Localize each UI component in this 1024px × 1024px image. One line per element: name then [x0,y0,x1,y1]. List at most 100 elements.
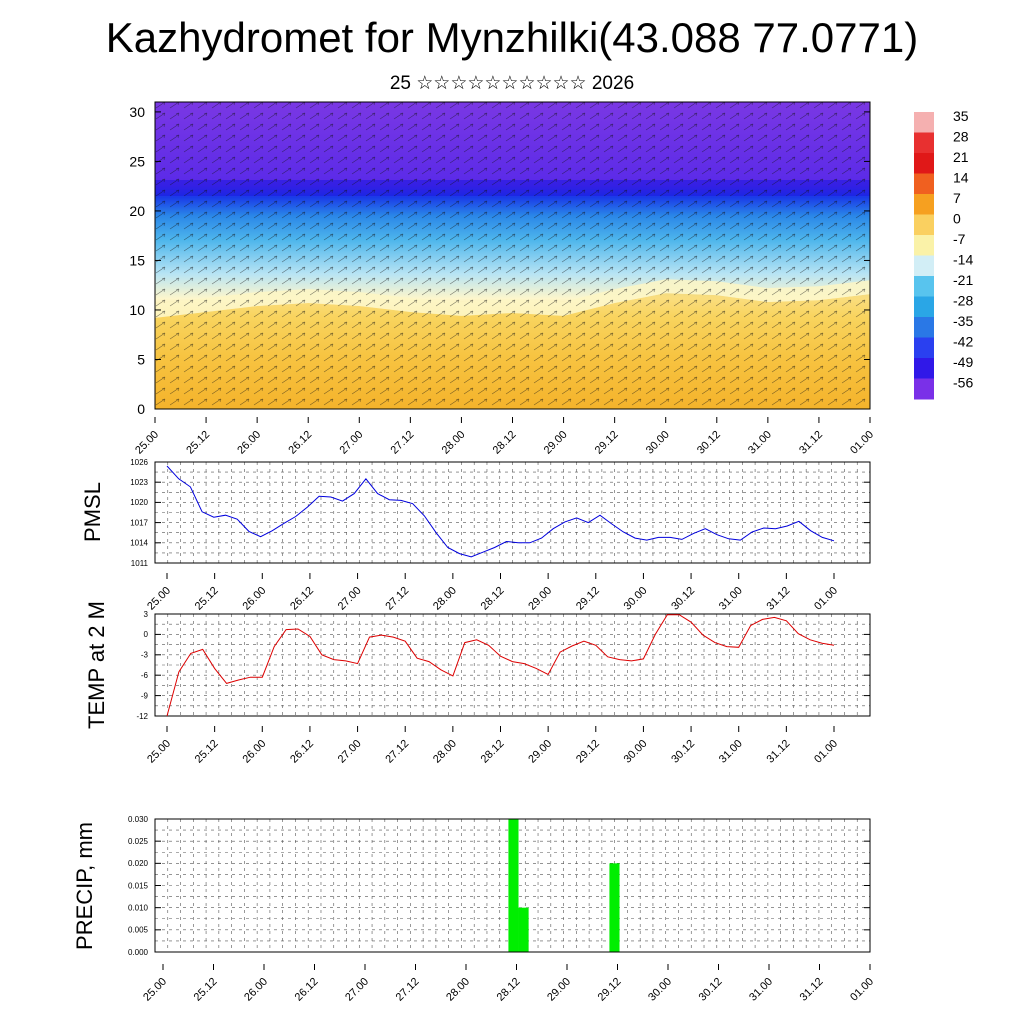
x-tick-label: 25.12 [193,585,221,613]
x-tick-label: 29.00 [542,429,570,457]
y-tick-label: -3 [141,651,149,660]
x-tick-label: 27.12 [383,585,411,613]
x-tick-label: 31.12 [765,738,793,766]
pmsl-axis-label: PMSL [80,482,105,542]
y-tick-label: 1020 [130,498,148,507]
x-tick-label: 01.00 [812,585,840,613]
colorbar-label: 14 [953,170,969,186]
pmsl-panel: 1011 1014 1017 1020 1023 1026 25.00 25.12 26.00 2… [80,458,871,613]
y-tick-label: 1026 [130,458,148,467]
colorbar-label: -21 [953,272,973,288]
x-tick-label: 29.12 [574,738,602,766]
x-tick-label: 30.00 [646,976,674,1004]
colorbar-labels: 35 28 21 14 7 0 -7 -14 -21 -28 -35 -42 -49 -56 [953,108,973,391]
colorbar-label: -35 [953,313,973,329]
y-tick-label: 25 [129,153,145,169]
temperature-panel: -12 -9 -6 -3 0 3 25.00 25.12 26.00 26.12 27.00 27.1… [84,601,871,766]
y-tick-label: 0.005 [128,926,149,935]
colorbar-label: -56 [953,375,973,391]
temperature-series-line [166,614,835,717]
x-tick-label: 31.12 [797,429,825,457]
colorbar-label: 7 [953,190,961,206]
precip-bar [508,819,519,952]
x-tick-label: 25.12 [192,976,220,1004]
colorbar-cell [914,358,934,379]
x-tick-label: 26.12 [288,585,316,613]
y-tick-label: 1017 [130,518,148,527]
x-tick-label: 26.00 [240,738,268,766]
x-tick-label: 28.00 [440,429,468,457]
x-tick-label: 30.12 [669,585,697,613]
colorbar-cell [914,317,934,338]
x-tick-label: 26.00 [242,976,270,1004]
y-tick-label: 5 [137,351,145,367]
colorbar: 35 28 21 14 7 0 -7 -14 -21 -28 -35 -42 -49 -56 [914,108,973,400]
x-tick-label: 30.00 [622,738,650,766]
x-tick-label: 01.00 [848,976,876,1004]
x-tick-label: 28.12 [479,585,507,613]
x-tick-label: 26.12 [293,976,321,1004]
pmsl-axes: 1011 1014 1017 1020 1023 1026 25.00 25.12 26.00 2… [130,458,870,613]
y-tick-label: 0 [144,630,149,639]
colorbar-cell [914,132,934,154]
y-tick-label: 0.020 [128,859,149,868]
y-tick-label: 30 [129,104,145,120]
temperature-grid [155,614,870,716]
x-tick-label: 29.12 [593,429,621,457]
y-tick-label: -12 [136,712,148,721]
colorbar-cell [914,235,934,256]
x-tick-label: 28.12 [491,429,519,457]
x-tick-label: 28.00 [431,738,459,766]
x-tick-label: 29.12 [574,585,602,613]
precipitation-bars [508,819,620,952]
x-tick-label: 26.00 [240,585,268,613]
x-tick-label: 28.00 [431,585,459,613]
x-tick-label: 25.00 [145,585,173,613]
colorbar-label: -42 [953,334,973,350]
colorbar-cell [914,255,934,277]
x-tick-label: 25.00 [141,976,169,1004]
colorbar-cell [914,378,934,400]
x-tick-label: 01.00 [848,429,876,457]
y-tick-label: 15 [129,252,145,268]
colorbar-label: 0 [953,211,961,227]
x-tick-label: 27.00 [343,976,371,1004]
y-tick-label: 1014 [130,539,148,548]
x-tick-label: 26.12 [286,429,314,457]
colorbar-cell [914,296,934,318]
x-tick-label: 28.12 [479,738,507,766]
colorbar-label: 21 [953,149,969,165]
pmsl-grid [155,462,870,563]
colorbar-label: 28 [953,129,969,145]
y-tick-label: 1011 [131,559,149,568]
colorbar-label: 35 [953,108,969,124]
temperature-axis-label: TEMP at 2 M [84,601,109,729]
colorbar-label: -14 [953,252,973,268]
temperature-axes: -12 -9 -6 -3 0 3 25.00 25.12 26.00 26.12 27.00 27.1… [136,610,870,766]
y-tick-label: 0.030 [128,815,149,824]
x-tick-label: 29.00 [526,738,554,766]
y-tick-label: 0.000 [128,948,149,957]
x-tick-label: 25.12 [184,429,212,457]
x-tick-label: 27.00 [337,429,365,457]
precipitation-axes: 0.000 0.005 0.010 0.015 0.020 0.025 0.030 25.00… [128,815,876,1004]
temperature-frame [154,613,871,717]
precipitation-axis-label: PRECIP, mm [72,822,97,950]
colorbar-cell [914,214,934,236]
y-tick-label: -9 [141,691,149,700]
colorbar-label: -7 [953,231,966,247]
x-tick-label: 27.12 [394,976,422,1004]
cross-section-panel: 0 5 10 15 20 25 30 25.00 25.12 26.00 26.12 27.00 27.… [129,101,876,457]
x-tick-label: 31.12 [765,585,793,613]
x-tick-label: 27.00 [336,585,364,613]
x-tick-label: 29.00 [545,976,573,1004]
colorbar-cell [914,337,934,359]
y-tick-label: -6 [141,671,149,680]
precipitation-panel: 0.000 0.005 0.010 0.015 0.020 0.025 0.030 25.00… [72,815,876,1004]
pmsl-frame [154,461,871,564]
x-tick-label: 31.12 [798,976,826,1004]
x-tick-label: 31.00 [747,976,775,1004]
precip-bar [518,907,529,952]
precip-bar [609,863,620,952]
